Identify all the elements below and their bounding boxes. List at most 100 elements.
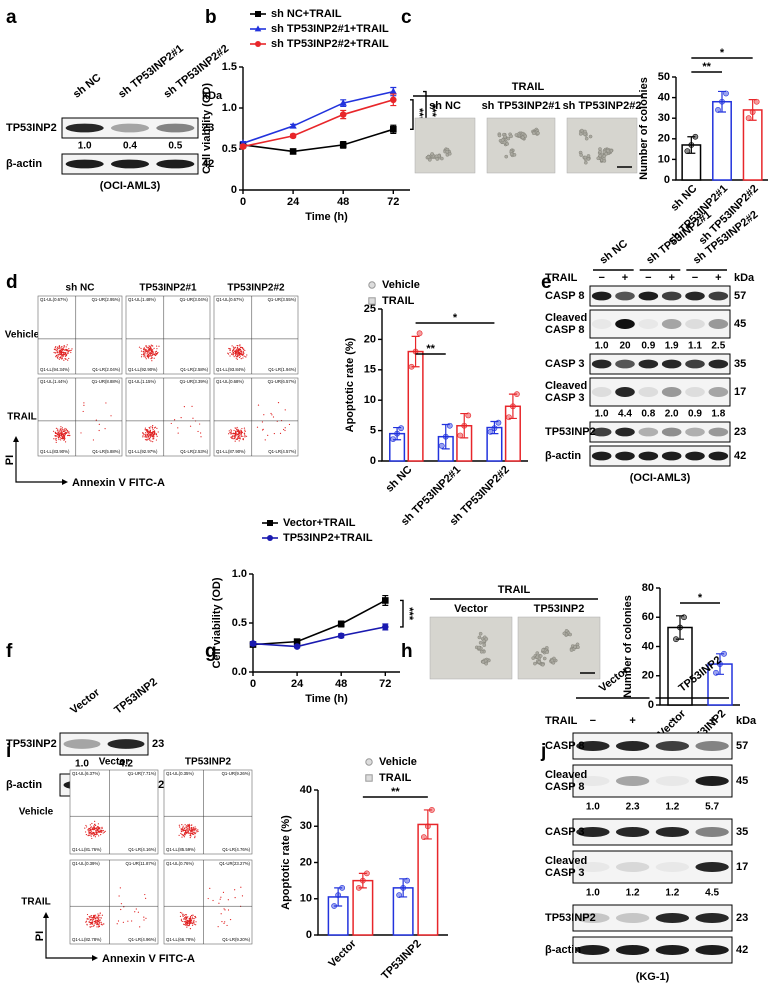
event — [88, 921, 90, 923]
event — [192, 921, 194, 923]
event — [55, 356, 57, 358]
event — [241, 431, 244, 433]
event — [63, 346, 65, 348]
event — [220, 913, 222, 915]
event — [65, 432, 67, 434]
band — [615, 359, 635, 369]
data-point — [673, 636, 679, 643]
event — [194, 833, 196, 835]
significance-label: * — [698, 592, 703, 604]
band — [110, 123, 150, 133]
x-tick-label: TP53INP2 — [379, 938, 423, 982]
event — [135, 908, 137, 910]
legend-label: TRAIL — [379, 772, 412, 784]
event — [104, 830, 106, 832]
event — [119, 887, 121, 889]
event — [234, 355, 237, 357]
event — [151, 426, 154, 428]
event — [97, 828, 99, 830]
event — [143, 919, 145, 921]
event — [243, 355, 245, 357]
event — [100, 923, 102, 925]
error-bar — [508, 393, 517, 420]
event — [144, 433, 146, 436]
kda-label: 23 — [734, 426, 746, 438]
event — [244, 435, 246, 437]
event — [144, 351, 146, 353]
kda-label: 57 — [734, 290, 746, 302]
event — [149, 427, 151, 429]
event — [63, 438, 65, 440]
y-tick-label: 40 — [642, 640, 654, 652]
colony-cell — [503, 134, 507, 139]
quadrant-label: Q1-UR(23.27%) — [219, 861, 250, 866]
event — [62, 430, 65, 433]
event — [83, 404, 85, 406]
event — [154, 351, 156, 353]
data-point — [400, 884, 407, 891]
cell-line-label: (OCI-AML3) — [630, 472, 691, 484]
row-label: Cleaved — [545, 380, 587, 392]
treatment-mark: − — [645, 272, 651, 284]
event — [55, 352, 57, 354]
quadrant-label: Q1-LL(87.90%) — [216, 449, 246, 454]
bar — [417, 823, 439, 936]
event — [187, 826, 189, 828]
event — [233, 356, 235, 358]
quantification: 5.7 — [705, 802, 719, 813]
x-tick-label: 48 — [335, 678, 347, 690]
band — [685, 451, 705, 461]
event — [158, 345, 160, 347]
event — [183, 923, 185, 925]
event — [186, 829, 188, 831]
event — [91, 921, 93, 923]
legend-label: Vehicle — [382, 279, 420, 291]
event — [195, 921, 197, 923]
event — [187, 827, 189, 829]
colony-cell — [535, 651, 540, 655]
bar — [712, 100, 732, 181]
significance-label: *** — [403, 607, 415, 621]
event — [70, 351, 72, 354]
event — [100, 834, 102, 836]
event — [156, 435, 158, 437]
x-tick-label: 24 — [287, 196, 300, 208]
event — [273, 432, 275, 435]
event — [147, 351, 149, 354]
event — [143, 916, 145, 918]
event — [85, 921, 87, 923]
event — [236, 434, 238, 436]
event — [232, 435, 234, 437]
gate — [126, 296, 210, 374]
event — [156, 352, 159, 354]
event — [235, 357, 237, 359]
event — [181, 824, 183, 826]
row-label: CASP 3 — [545, 826, 585, 838]
event — [100, 830, 102, 833]
panel-letter: b — [205, 7, 217, 28]
row-label: TRAIL — [21, 897, 50, 908]
event — [227, 909, 230, 911]
kda-label: 57 — [736, 740, 748, 752]
colony-cell — [545, 650, 550, 654]
event — [80, 432, 82, 434]
event — [144, 893, 146, 896]
data-point — [487, 428, 494, 435]
event — [55, 441, 57, 443]
data-point — [339, 111, 347, 118]
data-point — [495, 419, 502, 426]
event — [232, 354, 234, 356]
event — [243, 434, 246, 436]
event — [57, 428, 59, 430]
event — [151, 351, 153, 354]
row-label: TP53INP2 — [545, 912, 596, 924]
event — [61, 427, 64, 429]
event — [193, 920, 195, 922]
event — [153, 357, 155, 359]
event — [193, 923, 195, 925]
axis — [242, 67, 410, 191]
band — [576, 913, 610, 923]
event — [236, 438, 238, 440]
y-tick-label: 0 — [664, 174, 670, 186]
